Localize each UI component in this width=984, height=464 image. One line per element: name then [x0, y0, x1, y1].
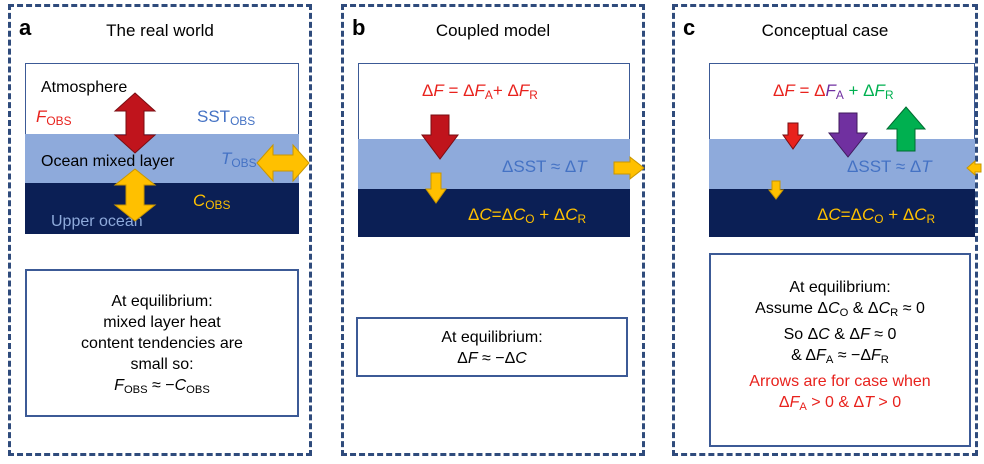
mixed-layer-label: Ocean mixed layer [41, 153, 175, 170]
heat-uptake-equation: ΔC=ΔCO + ΔCR [817, 205, 936, 226]
equilibrium-box: At equilibrium: mixed layer heat content… [25, 269, 299, 417]
eq-line: FOBS ≈ −COBS [114, 377, 210, 396]
upper-ocean-layer [25, 183, 299, 234]
up-arrow-icon [885, 106, 927, 152]
eq-line: content tendencies are [81, 335, 243, 352]
upper-ocean-layer [709, 189, 975, 237]
mixed-layer [25, 134, 299, 183]
panel-letter: a [19, 15, 32, 40]
down-arrow-icon [827, 112, 869, 158]
eq-line: & ΔFA ≈ −ΔFR [791, 346, 889, 366]
down-arrow-icon [421, 114, 459, 160]
c-obs-label: COBS [193, 191, 231, 212]
eq-line: At equilibrium: [441, 329, 543, 346]
eq-line: At equilibrium: [111, 293, 213, 310]
t-obs-label: TOBS [221, 149, 257, 170]
eq-line: Arrows are for case when [749, 372, 931, 390]
panel-title: Conceptual case [761, 21, 889, 40]
f-obs-label: FOBS [36, 107, 72, 128]
down-arrow-icon [782, 122, 804, 150]
panel-b: b Coupled model ΔF = ΔFA+ ΔFR ΔSST ≈ ΔT … [341, 4, 645, 456]
panel-letter: c [683, 15, 696, 40]
atmosphere-layer [358, 63, 630, 141]
eq-line: mixed layer heat [103, 314, 221, 331]
equilibrium-box: At equilibrium: ΔF ≈ −ΔC [356, 317, 628, 377]
sst-equation: ΔSST ≈ ΔT [502, 157, 587, 176]
double-arrow-icon [113, 168, 157, 222]
flux-equation: ΔF = ΔFA + ΔFR [773, 81, 894, 102]
panel-letter: b [352, 15, 366, 40]
sst-obs-label: SSTOBS [197, 107, 256, 128]
panel-c: c Conceptual case ΔF = ΔFA + ΔFR ΔSST ≈ … [672, 4, 982, 456]
double-arrow-icon [256, 143, 310, 183]
eq-line: small so: [130, 356, 194, 373]
eq-line: ΔF ≈ −ΔC [457, 350, 527, 367]
flux-equation: ΔF = ΔFA+ ΔFR [422, 81, 538, 102]
upper-ocean-label: Upper ocean [51, 213, 143, 230]
eq-line: ΔFA > 0 & ΔT > 0 [778, 393, 902, 413]
double-arrow-icon [113, 92, 157, 154]
upper-ocean-layer [358, 189, 630, 237]
right-arrow-icon [613, 155, 645, 181]
atmosphere-label: Atmosphere [41, 79, 128, 96]
panel-title: The real world [106, 21, 214, 40]
left-arrow-icon [966, 159, 982, 177]
eq-line: At equilibrium: [789, 279, 891, 296]
panel-title: Coupled model [435, 21, 551, 40]
down-arrow-icon [425, 172, 447, 204]
panel-a: a The real world Atmosphere FOBS SSTOBS … [8, 4, 312, 456]
heat-uptake-equation: ΔC=ΔCO + ΔCR [468, 205, 587, 226]
eq-line: So ΔC & ΔF ≈ 0 [783, 325, 897, 343]
eq-line: Assume ΔCO & ΔCR ≈ 0 [755, 300, 925, 319]
down-arrow-icon [767, 180, 785, 200]
equilibrium-box: At equilibrium: Assume ΔCO & ΔCR ≈ 0 So … [709, 253, 971, 447]
sst-equation: ΔSST ≈ ΔT [847, 157, 932, 176]
mixed-layer [358, 139, 630, 189]
